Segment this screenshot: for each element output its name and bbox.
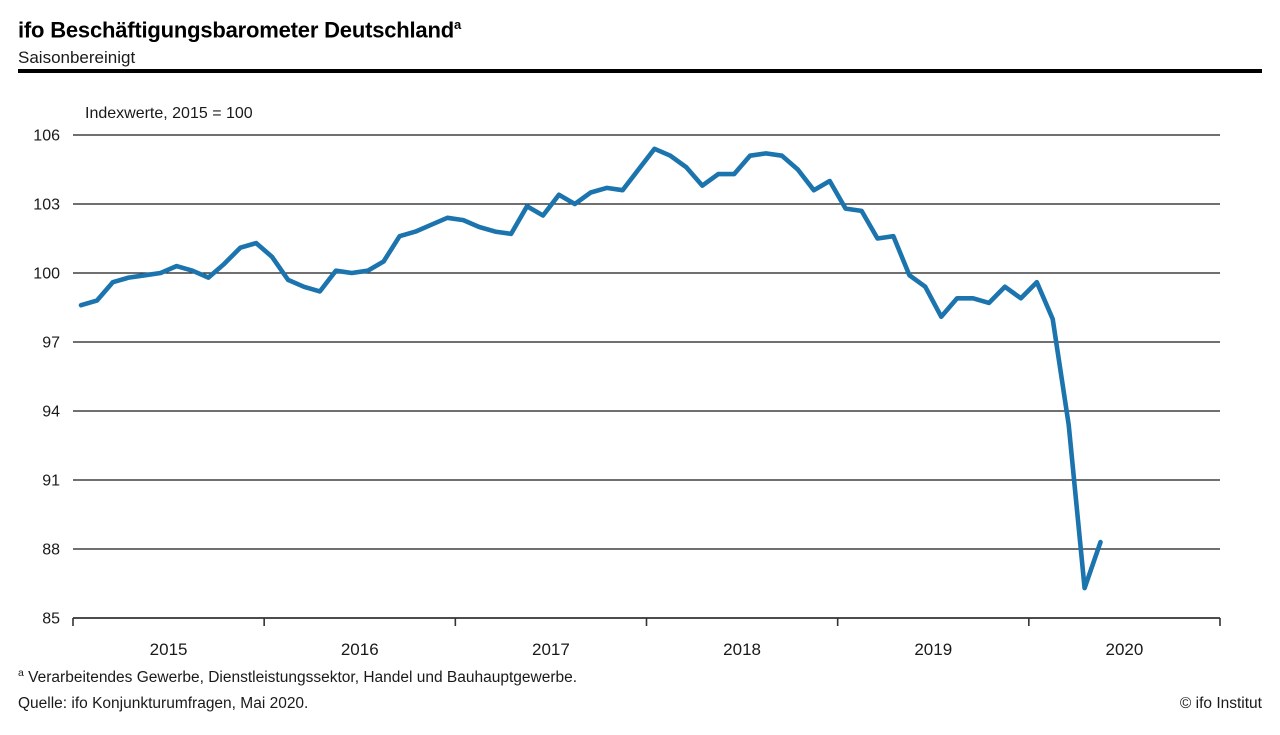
- y-axis-labels: 106 103 100 97 94 91 88 85: [33, 128, 60, 628]
- source-row: Quelle: ifo Konjunkturumfragen, Mai 2020…: [18, 693, 1262, 715]
- chart-area: Indexwerte, 2015 = 100 106 103 100 97 94 91 88…: [0, 80, 1280, 665]
- x-axis: [72, 617, 1221, 626]
- copyright-text: © ifo Institut: [1179, 695, 1262, 713]
- x-tick-label: 2020: [1106, 640, 1144, 659]
- page-title-text: ifo Beschäftigungsbarometer Deutschland: [18, 17, 454, 43]
- footnote-text: Verarbeitendes Gewerbe, Dienstleistungss…: [28, 669, 578, 687]
- chart-footer: a Verarbeitendes Gewerbe, Dienstleistung…: [18, 662, 1262, 715]
- x-tick-label: 2015: [150, 640, 188, 659]
- y-tick-label: 106: [33, 128, 60, 145]
- data-line-beschaeftigungsbarometer: [78, 146, 1103, 591]
- y-tick-label: 91: [42, 473, 60, 490]
- gridlines: [73, 134, 1220, 550]
- page-subtitle: Saisonbereinigt: [18, 48, 136, 68]
- chart-header: ifo Beschäftigungsbarometer Deutschlanda…: [18, 10, 1262, 70]
- footnote-marker: a: [18, 667, 24, 679]
- line-chart: Indexwerte, 2015 = 100 106 103 100 97 94 91 88…: [33, 105, 1221, 659]
- header-divider: [18, 69, 1262, 73]
- y-tick-label: 88: [42, 542, 60, 559]
- x-tick-label: 2019: [914, 640, 952, 659]
- x-tick-label: 2016: [341, 640, 379, 659]
- source-text: Quelle: ifo Konjunkturumfragen, Mai 2020…: [18, 695, 309, 713]
- x-tick-label: 2017: [532, 640, 570, 659]
- x-tick-label: 2018: [723, 640, 761, 659]
- y-tick-label: 100: [33, 266, 60, 283]
- axis-annotation: Indexwerte, 2015 = 100: [85, 105, 253, 122]
- y-tick-label: 103: [33, 197, 60, 214]
- y-tick-label: 85: [42, 611, 60, 628]
- page-title: ifo Beschäftigungsbarometer Deutschlanda: [18, 10, 1262, 45]
- x-axis-labels: 2015 2016 2017 2018 2019 2020: [150, 640, 1144, 659]
- title-footnote-marker: a: [453, 17, 461, 32]
- y-tick-label: 94: [42, 404, 60, 421]
- footnote: a Verarbeitendes Gewerbe, Dienstleistung…: [18, 662, 1262, 689]
- y-tick-label: 97: [42, 335, 60, 352]
